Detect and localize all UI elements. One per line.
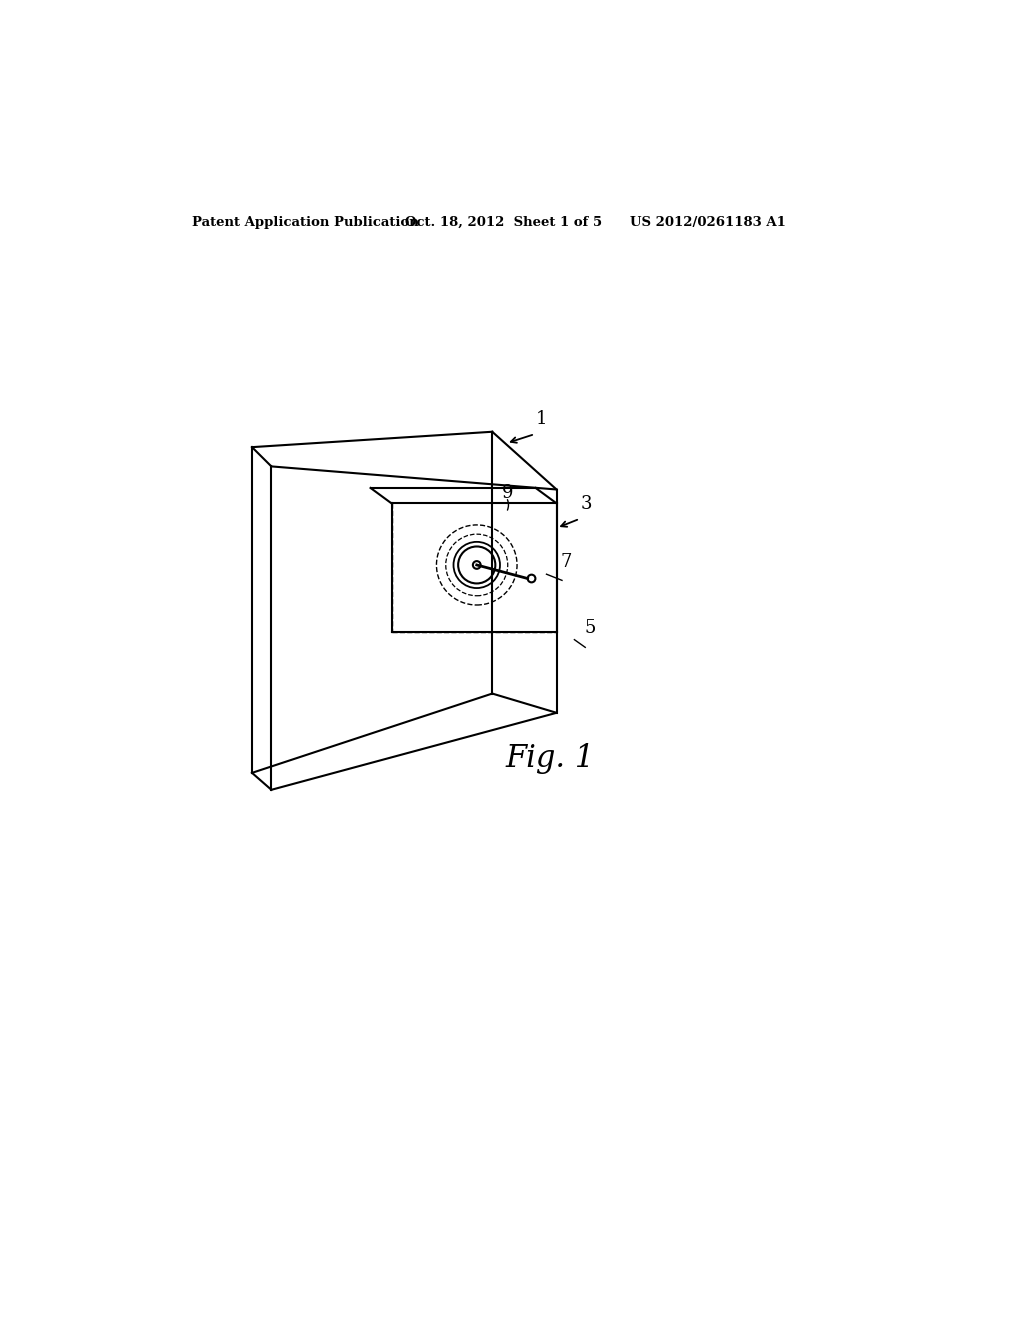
Text: Patent Application Publication: Patent Application Publication bbox=[193, 216, 419, 230]
Text: 1: 1 bbox=[537, 411, 548, 428]
Text: 9: 9 bbox=[502, 484, 513, 502]
Text: 5: 5 bbox=[585, 619, 596, 638]
Text: US 2012/0261183 A1: US 2012/0261183 A1 bbox=[630, 216, 786, 230]
Text: Fig. 1: Fig. 1 bbox=[506, 743, 595, 775]
Text: 7: 7 bbox=[560, 553, 571, 572]
Text: 3: 3 bbox=[581, 495, 593, 512]
Text: Oct. 18, 2012  Sheet 1 of 5: Oct. 18, 2012 Sheet 1 of 5 bbox=[406, 216, 602, 230]
